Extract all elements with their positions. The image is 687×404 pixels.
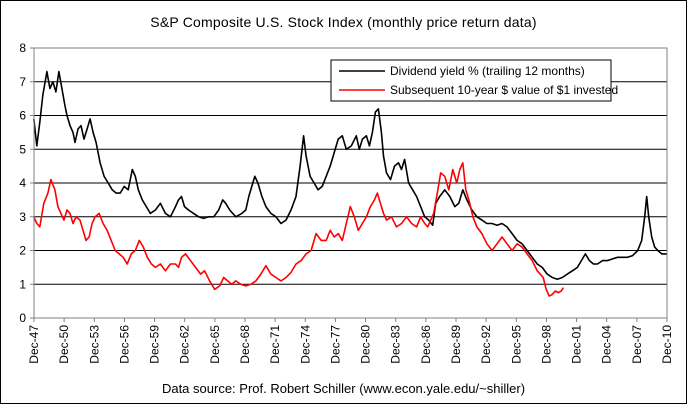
legend: Dividend yield % (trailing 12 months) Su… [330,59,618,102]
x-tick-label-Dec-07: Dec-07 [630,325,644,364]
legend-label-dividend-yield: Dividend yield % (trailing 12 months) [390,64,585,78]
y-tick-label-2: 2 [19,244,26,258]
x-tick-label-Dec-65: Dec-65 [208,325,222,364]
x-tick-label-Dec-80: Dec-80 [359,325,373,364]
legend-label-10-year-value: Subsequent 10-year $ value of $1 investe… [390,83,618,97]
series-layer [33,70,667,297]
x-tick-label-Dec-86: Dec-86 [419,325,433,364]
x-tick-label-Dec-50: Dec-50 [57,325,71,364]
y-tick-label-7: 7 [19,75,26,89]
x-tick-label-Dec-89: Dec-89 [449,325,463,364]
y-axis: 0 1 2 3 4 5 6 7 8 [19,41,34,325]
x-tick-label-Dec-95: Dec-95 [509,325,523,364]
x-tick-label-Dec-59: Dec-59 [148,325,162,364]
x-tick-label-Dec-83: Dec-83 [389,325,403,364]
series-line-10-year-value [33,162,564,297]
chart-title: S&P Composite U.S. Stock Index (monthly … [150,14,537,30]
y-tick-label-6: 6 [19,109,26,123]
legend-box [330,59,612,102]
x-tick-label-Dec-53: Dec-53 [87,325,101,364]
y-tick-label-1: 1 [19,277,26,291]
x-tick-label-Dec-10: Dec-10 [660,325,674,364]
series-line-dividend-yield [33,70,667,281]
x-tick-label-Dec-71: Dec-71 [268,325,282,364]
y-tick-label-0: 0 [19,311,26,325]
x-tick-label-Dec-98: Dec-98 [539,325,553,364]
x-tick-label-Dec-47: Dec-47 [27,325,41,364]
x-tick-label-Dec-74: Dec-74 [298,325,312,364]
x-tick-label-Dec-04: Dec-04 [600,325,614,364]
x-tick-label-Dec-92: Dec-92 [479,325,493,364]
y-tick-label-3: 3 [19,210,26,224]
y-tick-label-8: 8 [19,41,26,55]
x-tick-label-Dec-62: Dec-62 [178,325,192,364]
x-tick-label-Dec-56: Dec-56 [117,325,131,364]
y-tick-label-4: 4 [19,176,26,190]
data-source-note: Data source: Prof. Robert Schiller (www.… [161,381,526,396]
x-tick-label-Dec-68: Dec-68 [238,325,252,364]
x-tick-label-Dec-01: Dec-01 [570,325,584,364]
y-tick-label-5: 5 [19,142,26,156]
x-axis: Dec-47 Dec-50 Dec-53 Dec-56 Dec-59 Dec-62 Dec-… [27,318,674,364]
x-tick-label-Dec-77: Dec-77 [328,325,342,364]
